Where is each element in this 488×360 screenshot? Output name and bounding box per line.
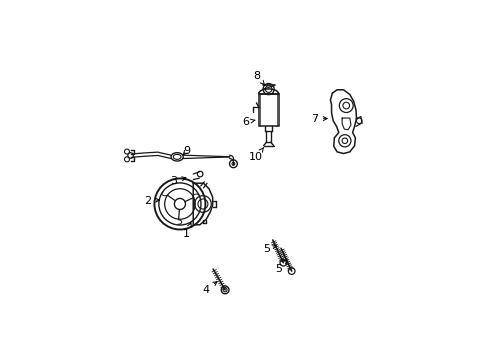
Text: 3: 3 bbox=[170, 176, 185, 186]
Text: 5: 5 bbox=[263, 244, 276, 254]
Text: 6: 6 bbox=[242, 117, 254, 127]
Text: 1: 1 bbox=[183, 223, 191, 239]
Text: 8: 8 bbox=[253, 71, 264, 85]
Text: 10: 10 bbox=[249, 147, 263, 162]
Bar bbox=[258, 94, 278, 126]
Text: 5: 5 bbox=[274, 260, 286, 274]
Text: 7: 7 bbox=[310, 114, 326, 123]
Text: 2: 2 bbox=[143, 195, 159, 206]
Text: 9: 9 bbox=[183, 146, 190, 156]
Text: 4: 4 bbox=[202, 282, 217, 295]
